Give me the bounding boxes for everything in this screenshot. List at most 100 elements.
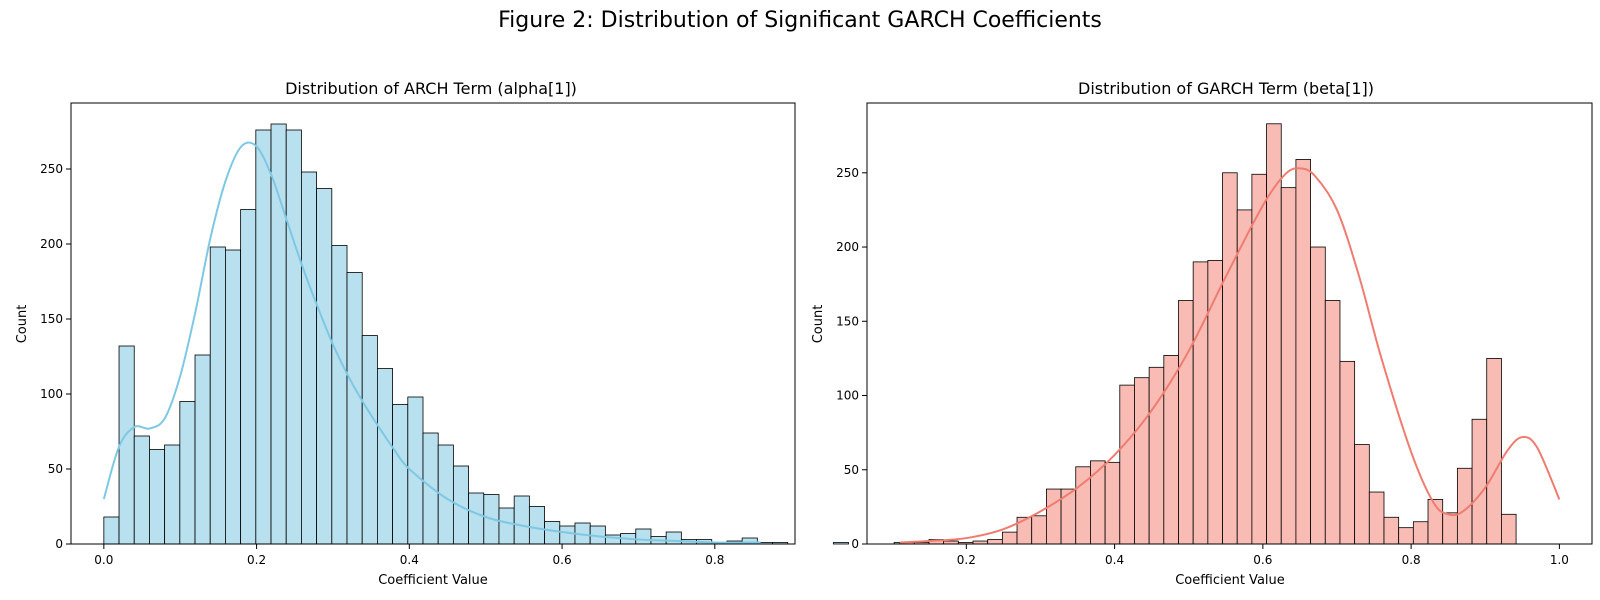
histogram-bar bbox=[1236, 209, 1253, 545]
histogram-bar bbox=[285, 129, 302, 545]
histogram-bar bbox=[468, 492, 485, 545]
histogram-bar bbox=[240, 209, 257, 545]
histogram-bar bbox=[346, 272, 363, 545]
x-ticks: 0.0 0.2 0.4 0.6 0.8 bbox=[94, 544, 724, 567]
histogram-bar bbox=[1339, 360, 1356, 545]
x-tick-label: 0.6 bbox=[1253, 553, 1272, 567]
histogram-bar bbox=[118, 345, 135, 545]
x-axis-label: Coefficient Value bbox=[1175, 573, 1285, 588]
histogram-bar bbox=[361, 335, 378, 545]
histogram-bar bbox=[1163, 355, 1179, 545]
histogram-bar bbox=[103, 516, 120, 545]
y-axis-label: Count bbox=[811, 305, 826, 344]
histogram-bar bbox=[1192, 261, 1209, 545]
histogram-bar bbox=[1398, 527, 1414, 545]
x-ticks: 0.2 0.4 0.6 0.8 1.0 bbox=[957, 544, 1569, 567]
chart-title: Distribution of ARCH Term (alpha[1]) bbox=[285, 79, 577, 98]
histogram-bar bbox=[164, 444, 181, 545]
y-tick-label: 100 bbox=[40, 387, 63, 401]
histogram-bar bbox=[301, 171, 318, 545]
histogram-bar bbox=[194, 354, 211, 545]
histogram-bar bbox=[1104, 461, 1121, 545]
y-tick-label: 50 bbox=[844, 463, 859, 477]
histogram-bar bbox=[1383, 516, 1400, 545]
x-tick-label: 0.0 bbox=[94, 553, 113, 567]
bar-group bbox=[103, 123, 910, 545]
histogram-bar bbox=[1324, 300, 1341, 545]
histogram-bar bbox=[1442, 512, 1458, 545]
x-tick-label: 0.4 bbox=[400, 553, 419, 567]
histogram-bar bbox=[1310, 246, 1326, 545]
y-tick-label: 200 bbox=[836, 240, 859, 254]
histogram-bar bbox=[1354, 444, 1370, 545]
histogram-bar bbox=[133, 435, 150, 545]
y-tick-label: 200 bbox=[40, 237, 63, 251]
histogram-bar bbox=[1412, 521, 1429, 545]
plot-frame bbox=[70, 102, 796, 545]
y-tick-label: 150 bbox=[40, 312, 63, 326]
histogram-bar bbox=[316, 188, 333, 545]
chart-alpha: Distribution of ARCH Term (alpha[1]) 0.0… bbox=[15, 79, 910, 588]
y-axis-label: Count bbox=[15, 305, 30, 344]
plot-frame bbox=[866, 102, 1593, 545]
x-tick-label: 0.8 bbox=[1402, 553, 1421, 567]
histogram-bar bbox=[1134, 377, 1150, 545]
histogram-bar bbox=[1046, 488, 1062, 545]
histogram-bar bbox=[1486, 357, 1502, 545]
histogram-bar bbox=[1280, 187, 1297, 545]
chart-title: Distribution of GARCH Term (beta[1]) bbox=[1078, 79, 1374, 98]
y-ticks: 0 50 100 150 200 250 bbox=[40, 162, 71, 551]
histogram-bar bbox=[513, 495, 530, 545]
x-tick-label: 0.4 bbox=[1105, 553, 1124, 567]
histogram-bar bbox=[1031, 515, 1047, 545]
x-tick-label: 1.0 bbox=[1550, 553, 1569, 567]
histogram-bar bbox=[635, 528, 652, 545]
histogram-bar bbox=[832, 542, 849, 545]
y-tick-label: 50 bbox=[48, 462, 63, 476]
chart-beta: Distribution of GARCH Term (beta[1]) 0.2… bbox=[811, 79, 1593, 588]
histogram-bar bbox=[1471, 418, 1488, 545]
histogram-bar bbox=[392, 404, 409, 545]
histogram-bar bbox=[1501, 513, 1517, 545]
histogram-bar bbox=[665, 531, 682, 545]
y-ticks: 0 50 100 150 200 250 bbox=[836, 166, 867, 551]
histogram-bar bbox=[1207, 259, 1223, 545]
histogram-bar bbox=[422, 432, 439, 545]
histogram-bar bbox=[1222, 172, 1238, 545]
histogram-bar bbox=[528, 506, 545, 545]
kde-curve bbox=[899, 167, 1561, 544]
y-tick-label: 100 bbox=[836, 389, 859, 403]
histogram-bar bbox=[1016, 516, 1033, 545]
x-tick-label: 0.2 bbox=[957, 553, 976, 567]
histogram-bar bbox=[987, 539, 1003, 545]
x-tick-label: 0.6 bbox=[553, 553, 572, 567]
histogram-bar bbox=[1368, 491, 1385, 545]
histogram-bar bbox=[498, 507, 515, 545]
histogram-bar bbox=[1178, 300, 1194, 545]
histogram-bar bbox=[270, 123, 287, 545]
x-tick-label: 0.8 bbox=[705, 553, 724, 567]
figure-title: Figure 2: Distribution of Significant GA… bbox=[498, 8, 1102, 33]
x-axis-label: Coefficient Value bbox=[378, 573, 488, 588]
histogram-bar bbox=[1090, 460, 1106, 545]
histogram-bar bbox=[1295, 159, 1312, 545]
histogram-bar bbox=[452, 465, 469, 545]
y-tick-label: 0 bbox=[851, 537, 859, 551]
histogram-bar bbox=[179, 401, 196, 545]
histogram-bar bbox=[225, 249, 242, 545]
y-tick-label: 250 bbox=[40, 162, 63, 176]
histogram-bar bbox=[1148, 366, 1165, 545]
histogram-bar bbox=[1119, 384, 1135, 545]
histogram-bar bbox=[544, 521, 561, 545]
histogram-bar bbox=[1251, 173, 1267, 545]
histogram-bar bbox=[559, 525, 576, 545]
y-tick-label: 0 bbox=[55, 537, 63, 551]
y-tick-label: 150 bbox=[836, 314, 859, 328]
histogram-bar bbox=[376, 368, 393, 545]
histogram-bar bbox=[149, 449, 166, 545]
histogram-bar bbox=[331, 245, 348, 545]
histogram-bar bbox=[209, 246, 226, 545]
kde-curve bbox=[102, 141, 761, 544]
histogram-bar bbox=[255, 129, 272, 545]
